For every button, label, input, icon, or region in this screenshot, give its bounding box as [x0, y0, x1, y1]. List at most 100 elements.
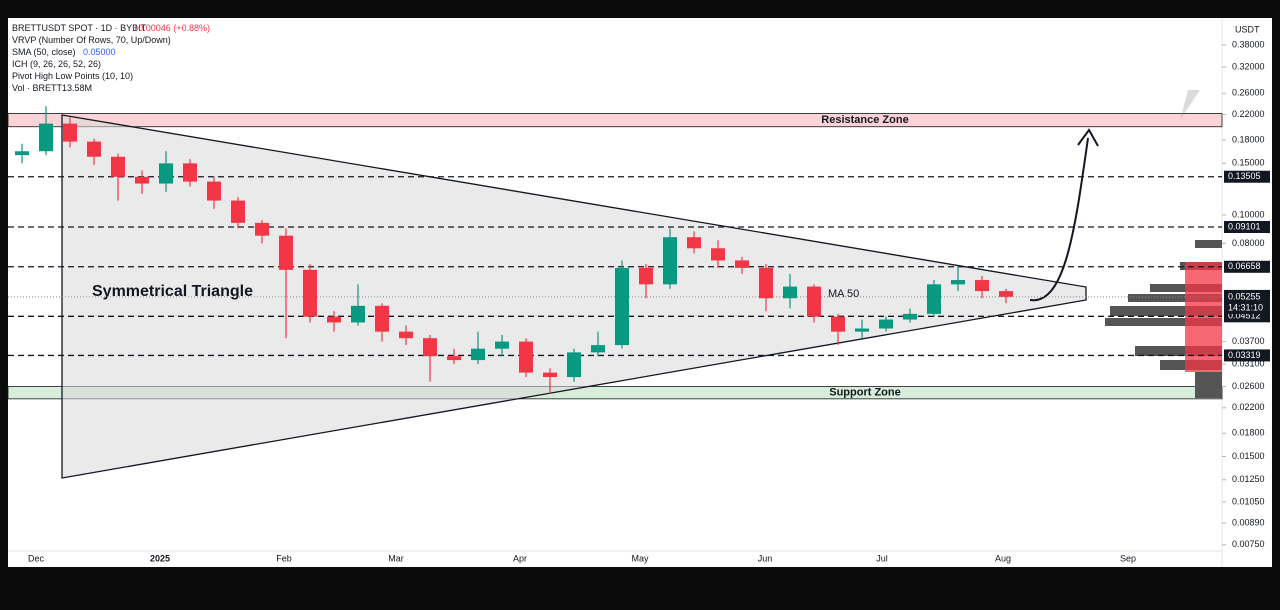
- x-tick-label: 2025: [150, 553, 170, 563]
- zone-label: Support Zone: [829, 387, 901, 399]
- candle-body: [927, 284, 941, 314]
- candle-body: [423, 338, 437, 357]
- candle-body: [879, 319, 893, 329]
- projection-arrowhead: [1077, 128, 1099, 147]
- level-label: 0.09101: [1228, 221, 1261, 231]
- candle-body: [807, 286, 821, 317]
- zone: [7, 113, 1223, 128]
- indicator: Pivot High Low Points (10, 10): [12, 71, 133, 81]
- candle-body: [783, 286, 797, 299]
- y-tick-label: 0.15000: [1232, 158, 1265, 168]
- x-tick-label: May: [631, 553, 649, 563]
- x-tick-label: Dec: [28, 553, 45, 563]
- candle-body: [903, 313, 917, 320]
- y-tick-label: 0.22000: [1232, 109, 1265, 119]
- y-tick-label: 0.01050: [1232, 496, 1265, 506]
- x-tick-label: Aug: [995, 553, 1011, 563]
- y-tick-label: 0.01500: [1232, 451, 1265, 461]
- symbol: BRETTUSDT SPOT · 1D · BYBIT: [12, 23, 147, 33]
- candle-body: [63, 123, 77, 142]
- x-tick-label: Jun: [758, 553, 773, 563]
- volume-profile: [1105, 240, 1222, 398]
- level-label: 0.04512: [1228, 311, 1261, 321]
- candle-body: [711, 248, 725, 261]
- candle-body: [207, 181, 221, 201]
- candle-body: [399, 331, 413, 339]
- candle-body: [855, 328, 869, 332]
- price-change: +0.00046 (+0.88%): [133, 23, 210, 33]
- level-label: 0.06658: [1228, 261, 1261, 271]
- candle-body: [663, 237, 677, 285]
- indicator-value: 13.58M: [62, 83, 92, 93]
- level-badge: [1224, 260, 1270, 273]
- candle-body: [519, 341, 533, 373]
- x-tick-label: Apr: [513, 553, 527, 563]
- y-tick-label: 0.18000: [1232, 135, 1265, 145]
- candle-body: [111, 156, 125, 177]
- axis-unit: USDT: [1235, 24, 1260, 34]
- y-tick-label: 0.02600: [1232, 381, 1265, 391]
- candle-body: [567, 352, 581, 378]
- volume-profile: [1180, 90, 1200, 120]
- candle-body: [759, 267, 773, 299]
- annotation: Symmetrical Triangle: [92, 283, 253, 300]
- candle-body: [303, 269, 317, 317]
- y-tick-label: 0.01250: [1232, 474, 1265, 484]
- candle-body: [495, 341, 509, 349]
- candle-body: [375, 305, 389, 332]
- candle-body: [471, 348, 485, 361]
- candle-body: [615, 267, 629, 346]
- countdown: 14:31:10: [1228, 302, 1263, 312]
- candle-body: [591, 345, 605, 353]
- y-tick-label: 0.38000: [1232, 39, 1265, 49]
- x-tick-label: Feb: [276, 553, 292, 563]
- indicator: Vol · BRETT: [12, 83, 63, 93]
- x-tick-label: Mar: [388, 553, 404, 563]
- candle-body: [543, 372, 557, 378]
- level-badge: [1224, 170, 1270, 183]
- candle-body: [87, 141, 101, 157]
- y-tick-label: 0.08000: [1232, 238, 1265, 248]
- candle-body: [735, 260, 749, 268]
- candle-body: [327, 316, 341, 323]
- indicator: SMA (50, close): [12, 47, 76, 57]
- last-price-badge: [1224, 289, 1270, 314]
- candle-body: [231, 200, 245, 223]
- indicator: VRVP (Number Of Rows, 70, Up/Down): [12, 35, 171, 45]
- y-tick-label: 0.01800: [1232, 428, 1265, 438]
- candle-body: [687, 237, 701, 249]
- annotation: MA 50: [828, 288, 859, 300]
- indicator-value: 0.05000: [83, 47, 116, 57]
- y-tick-label: 0.26000: [1232, 88, 1265, 98]
- level-label: 0.13505: [1228, 171, 1261, 181]
- level-badge: [1224, 220, 1270, 233]
- last-price-label: 0.05255: [1228, 291, 1261, 301]
- candle-body: [39, 123, 53, 152]
- y-tick-label: 0.03100: [1232, 358, 1265, 368]
- y-tick-label: 0.00890: [1232, 517, 1265, 527]
- level-label: 0.03319: [1228, 350, 1261, 360]
- x-tick-label: Jul: [876, 553, 888, 563]
- candle-body: [975, 280, 989, 292]
- candle-body: [951, 280, 965, 285]
- level-badge: [1224, 349, 1270, 362]
- candle-body: [351, 305, 365, 323]
- candle-body: [183, 163, 197, 182]
- candle-body: [255, 222, 269, 236]
- y-tick-label: 0.03700: [1232, 336, 1265, 346]
- candle-body: [447, 356, 461, 361]
- candle-body: [159, 163, 173, 184]
- zone-label: Resistance Zone: [821, 114, 908, 126]
- projection-arrow: [1029, 137, 1089, 302]
- y-tick-label: 0.32000: [1232, 61, 1265, 71]
- candle-body: [15, 151, 29, 156]
- candle-body: [279, 235, 293, 270]
- y-tick-label: 0.02200: [1232, 402, 1265, 412]
- candle-body: [639, 267, 653, 285]
- candle-body: [999, 291, 1013, 297]
- x-tick-label: Sep: [1120, 553, 1136, 563]
- indicator: ICH (9, 26, 26, 52, 26): [12, 59, 101, 69]
- y-tick-label: 0.00750: [1232, 539, 1265, 549]
- candle-body: [831, 316, 845, 332]
